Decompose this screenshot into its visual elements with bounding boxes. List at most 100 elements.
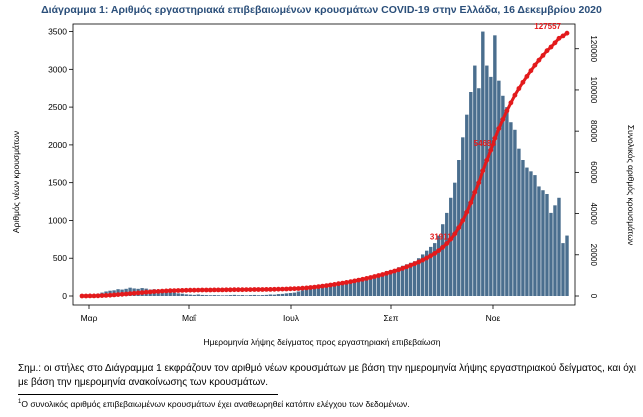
bar (208, 295, 212, 296)
cumulative-point (404, 264, 410, 270)
cumulative-point (107, 292, 113, 298)
cumulative-point (296, 286, 301, 291)
annotation-label: 127557 (534, 22, 561, 31)
cumulative-point (504, 108, 510, 114)
cumulative-point (320, 283, 325, 289)
bar (260, 295, 265, 296)
cumulative-point (316, 284, 321, 289)
cumulative-point (143, 289, 149, 295)
y-right-tick-label: 60000 (589, 161, 598, 184)
cumulative-point (436, 248, 442, 254)
bar (184, 294, 188, 296)
cumulative-point (147, 289, 153, 295)
bar (196, 294, 200, 296)
bar (525, 167, 529, 296)
cumulative-point (87, 293, 93, 299)
bar (364, 277, 369, 296)
bar (481, 31, 485, 297)
bar (308, 287, 313, 296)
cumulative-point (135, 290, 141, 296)
cumulative-point (380, 272, 385, 277)
bar (469, 92, 473, 296)
cumulative-point (392, 268, 397, 274)
bar (368, 275, 373, 296)
chart: 0 500 1000 1500 2000 2500 3000 3500 0 20000 40000 6… (11, 22, 636, 347)
bar (517, 148, 521, 296)
cumulative-point (388, 269, 393, 275)
cumulative-point (468, 200, 474, 206)
cumulative-point (452, 231, 458, 237)
cumulative-point (520, 79, 526, 85)
bar (168, 291, 172, 296)
bar (529, 171, 533, 296)
cumulative-point (219, 287, 225, 293)
bar (220, 295, 224, 296)
cumulative-line (79, 30, 570, 299)
bar (553, 205, 557, 296)
cumulative-point (239, 287, 245, 293)
bar (408, 262, 413, 296)
cumulative-point (352, 278, 357, 284)
cumulative-point (432, 251, 438, 256)
cumulative-point (528, 68, 534, 74)
cumulative-point (260, 287, 265, 292)
y-tick-label: 2500 (48, 102, 67, 112)
cumulative-point (103, 293, 109, 298)
bar (445, 212, 449, 296)
cumulative-point (268, 287, 273, 292)
bar (352, 279, 357, 296)
cumulative-point (332, 282, 337, 287)
bar (200, 294, 204, 296)
bar (545, 194, 549, 296)
cumulative-point (344, 280, 349, 285)
bars (80, 31, 569, 297)
bar (521, 160, 525, 296)
bar (360, 277, 365, 296)
cumulative-point (211, 287, 217, 293)
cumulative-point (512, 92, 518, 98)
cumulative-point (131, 290, 137, 296)
cumulative-point (536, 57, 542, 63)
bar (204, 295, 208, 296)
bar (288, 292, 293, 296)
bar (541, 190, 545, 296)
cumulative-point (155, 289, 161, 294)
x-tick-label: Μαΐ (182, 313, 197, 323)
bar (180, 293, 184, 296)
cumulative-point (175, 288, 181, 293)
bar (493, 35, 497, 296)
cumulative-point (79, 293, 85, 299)
cumulative-point (356, 277, 361, 283)
y-axis-right-label: Συνολικός αριθμός κρουσμάτων (626, 125, 636, 245)
y-tick-label: 2000 (48, 140, 67, 150)
bar (392, 269, 397, 296)
bar (400, 265, 405, 296)
cumulative-point (195, 287, 201, 293)
bar (224, 295, 228, 296)
footnote-mark: 1 (18, 399, 22, 406)
bar (477, 88, 481, 296)
cumulative-point (340, 280, 345, 286)
cumulative-point (456, 225, 462, 231)
bar (453, 182, 457, 296)
bar (244, 295, 249, 296)
cumulative-point (492, 135, 498, 141)
cumulative-point (500, 117, 506, 122)
cumulative-point (360, 276, 365, 282)
cumulative-point (496, 126, 502, 131)
cumulative-point (288, 286, 293, 292)
bar (284, 293, 289, 296)
cumulative-point (280, 286, 285, 292)
cumulative-point (480, 168, 486, 174)
bar (437, 235, 441, 296)
bar (416, 258, 421, 296)
cumulative-point (524, 74, 530, 79)
plot-border (72, 23, 576, 306)
bar (425, 250, 429, 296)
cumulative-point (95, 293, 101, 299)
chart-note: Σημ.: οι στήλες στο Διάγραμμα 1 εκφράζου… (18, 363, 636, 388)
y-tick-label: 3500 (48, 27, 67, 37)
cumulative-point (91, 293, 97, 299)
x-axis-label: Ημερομηνία λήψης δείγματος προς εργαστηρ… (203, 337, 440, 347)
bar (296, 291, 301, 296)
